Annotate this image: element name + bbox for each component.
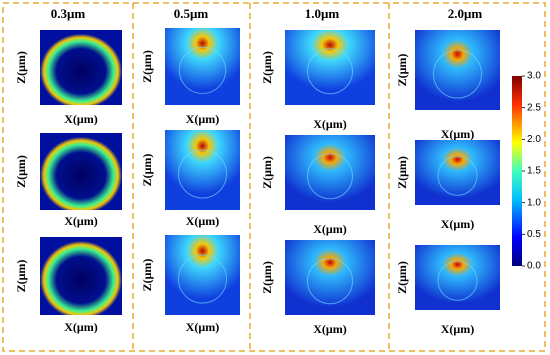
z-axis-label: Z(μm)	[260, 156, 274, 189]
x-axis-label: X(μm)	[64, 112, 97, 126]
colorbar-tick-label: 2.0	[527, 134, 541, 145]
z-axis-label: Z(μm)	[14, 51, 28, 84]
column-title: 0.5μm	[174, 6, 209, 21]
field-map-overlay	[165, 235, 240, 315]
x-axis-label: X(μm)	[186, 214, 219, 228]
x-axis-label: X(μm)	[313, 222, 346, 236]
sphere-outline	[178, 254, 227, 304]
colorbar-tick-label: 1.0	[527, 197, 541, 208]
z-axis-label: Z(μm)	[260, 51, 274, 84]
z-axis-label: Z(μm)	[140, 154, 154, 187]
x-axis-label: X(μm)	[186, 112, 219, 126]
x-axis-label: X(μm)	[441, 322, 474, 336]
column-title: 1.0μm	[305, 6, 340, 21]
sphere-outline	[437, 155, 478, 196]
colorbar-tick-label: 3.0	[527, 71, 541, 82]
column-title: 2.0μm	[448, 6, 483, 21]
field-map-overlay	[40, 30, 122, 105]
colorbar-tick-label: 1.5	[527, 166, 541, 177]
sphere-outline	[307, 153, 353, 200]
field-map-overlay	[285, 135, 375, 210]
field-map-overlay	[415, 140, 500, 205]
z-axis-label: Z(μm)	[140, 259, 154, 292]
x-axis-label: X(μm)	[64, 320, 97, 334]
x-axis-label: X(μm)	[64, 214, 97, 228]
sphere-outline	[178, 46, 227, 94]
field-map-overlay	[415, 30, 500, 110]
field-map-overlay	[415, 245, 500, 310]
z-axis-label: Z(μm)	[260, 261, 274, 294]
z-axis-label: Z(μm)	[14, 260, 28, 293]
sphere-outline	[437, 260, 478, 301]
x-axis-label: X(μm)	[186, 320, 219, 334]
field-map-overlay	[40, 133, 122, 210]
x-axis-label: X(μm)	[313, 117, 346, 131]
z-axis-label: Z(μm)	[395, 54, 409, 87]
z-axis-label: Z(μm)	[140, 50, 154, 83]
field-map-overlay	[285, 240, 375, 315]
frame	[2, 2, 546, 352]
z-axis-label: Z(μm)	[395, 156, 409, 189]
colorbar	[512, 76, 522, 266]
sphere-outline	[178, 149, 227, 199]
field-map-overlay	[165, 130, 240, 210]
sphere-outline	[433, 49, 482, 99]
z-axis-label: Z(μm)	[395, 261, 409, 294]
field-map-overlay	[40, 237, 122, 315]
column-title: 0.3μm	[51, 6, 86, 21]
z-axis-label: Z(μm)	[14, 155, 28, 188]
colorbar-tick-label: 0.5	[527, 229, 541, 240]
colorbar-tick-label: 0.0	[527, 261, 541, 272]
sphere-outline	[307, 258, 353, 305]
field-map-overlay	[165, 28, 240, 105]
x-axis-label: X(μm)	[441, 217, 474, 231]
field-map-overlay	[285, 30, 375, 105]
x-axis-label: X(μm)	[313, 322, 346, 336]
colorbar-tick-label: 2.5	[527, 102, 541, 113]
x-axis-label: X(μm)	[441, 127, 474, 141]
sphere-outline	[307, 48, 353, 95]
